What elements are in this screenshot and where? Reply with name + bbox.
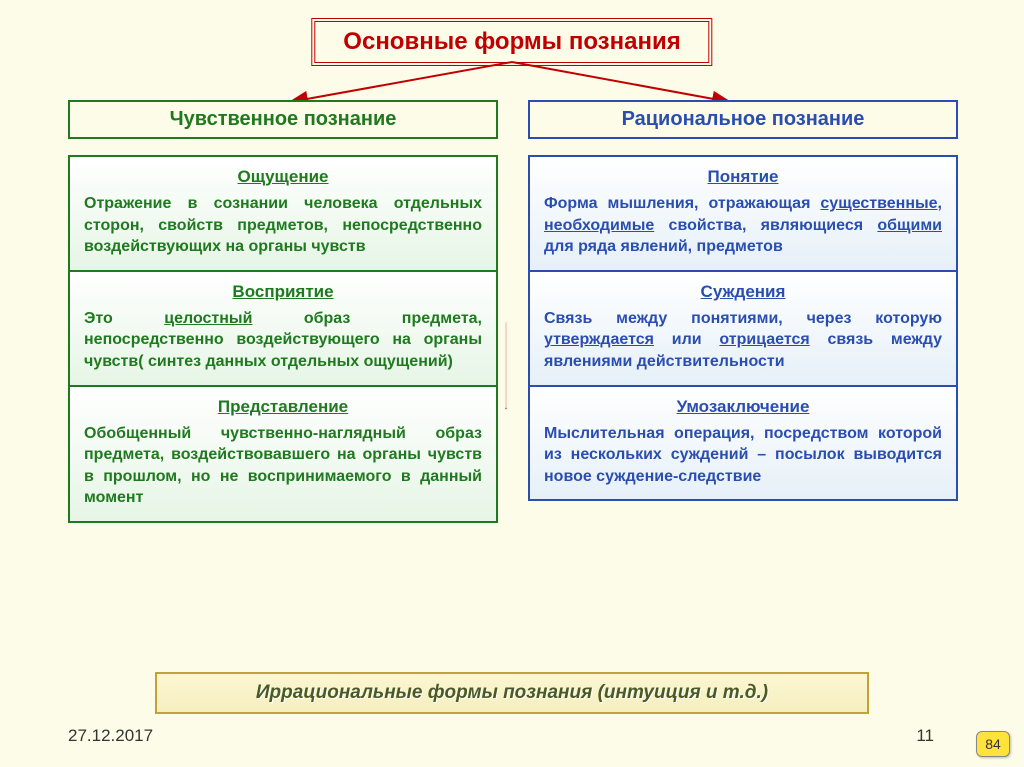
cell-concept: Понятие Форма мышления, отражающая сущес…	[530, 157, 956, 270]
slide-badge: 84	[976, 731, 1010, 757]
cell-title: Ощущение	[84, 167, 482, 187]
cell-representation: Представление Обобщенный чувственно-нагл…	[70, 385, 496, 521]
cell-title: Умозаключение	[544, 397, 942, 417]
cell-sensation: Ощущение Отражение в сознании человека о…	[70, 157, 496, 270]
left-stack: Ощущение Отражение в сознании человека о…	[68, 155, 498, 523]
footer-box: Иррациональные формы познания (интуиция …	[155, 672, 869, 714]
right-column: Рациональное познание Понятие Форма мышл…	[528, 100, 958, 501]
cell-title: Суждения	[544, 282, 942, 302]
page-number: 11	[916, 726, 934, 746]
right-stack: Понятие Форма мышления, отражающая сущес…	[528, 155, 958, 501]
cell-text: Мыслительная операция, посредством котор…	[544, 423, 942, 488]
cell-text: Отражение в сознании человека отдельных …	[84, 193, 482, 258]
cell-text: Обобщенный чувственно-наглядный образ пр…	[84, 423, 482, 509]
cell-text: Это целостный образ предмета, непосредст…	[84, 308, 482, 373]
left-header: Чувственное познание	[68, 100, 498, 139]
cell-title: Представление	[84, 397, 482, 417]
cell-perception: Восприятие Это целостный образ предмета,…	[70, 270, 496, 385]
date-label: 27.12.2017	[68, 726, 153, 746]
right-header: Рациональное познание	[528, 100, 958, 139]
cell-title: Понятие	[544, 167, 942, 187]
cell-inference: Умозаключение Мыслительная операция, пос…	[530, 385, 956, 500]
main-title: Основные формы познания	[311, 18, 712, 66]
cell-judgment: Суждения Связь между понятиями, через ко…	[530, 270, 956, 385]
left-column: Чувственное познание Ощущение Отражение …	[68, 100, 498, 523]
cell-text: Связь между понятиями, через которую утв…	[544, 308, 942, 373]
cell-text: Форма мышления, отражающая существенные,…	[544, 193, 942, 258]
cell-title: Восприятие	[84, 282, 482, 302]
center-arrow	[505, 60, 507, 672]
